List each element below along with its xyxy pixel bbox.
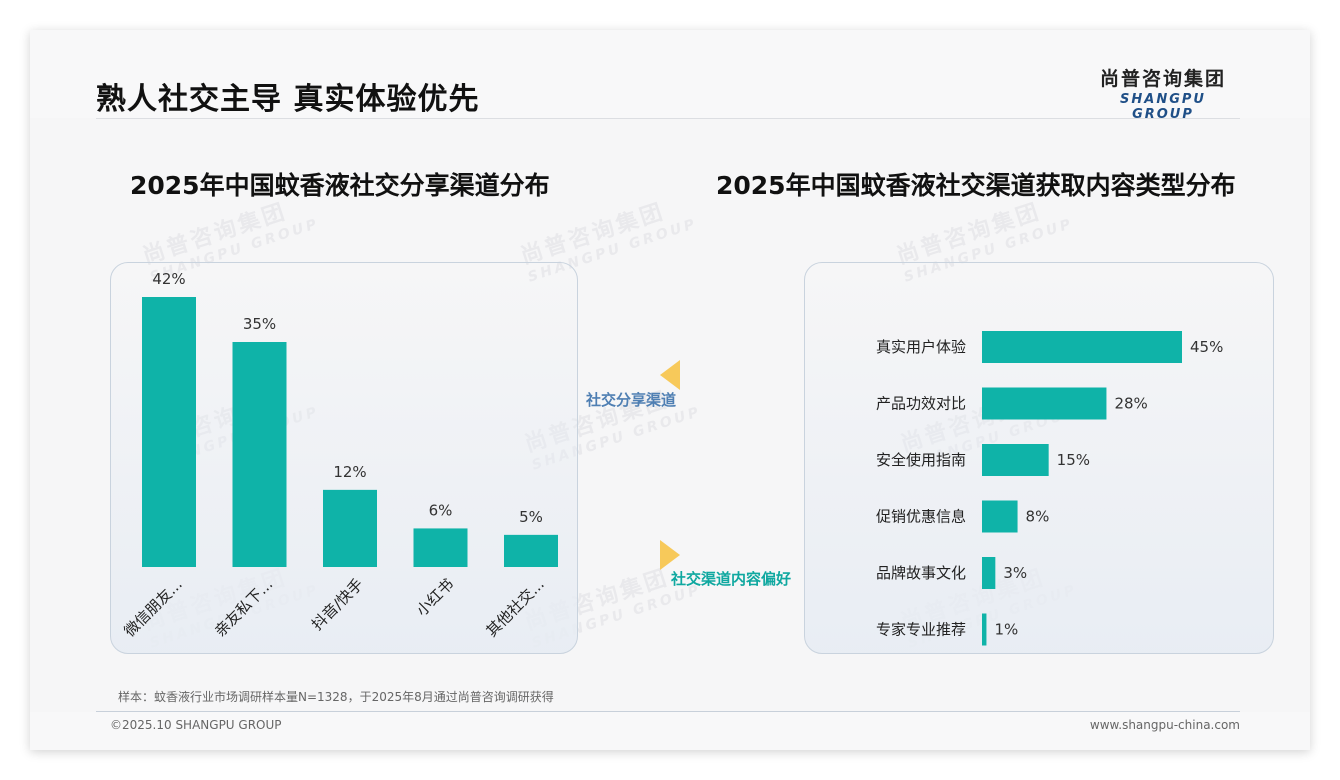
hbar-5 <box>982 613 987 646</box>
slide: 熟人社交主导 真实体验优先 尚普咨询集团 SHANGPU GROUP 尚普咨询集… <box>30 30 1310 750</box>
left-pointer-arrow-icon <box>660 360 680 390</box>
footer-divider <box>96 711 1240 712</box>
logo-english-name: SHANGPU GROUP <box>1120 92 1206 122</box>
website-text: www.shangpu-china.com <box>1089 718 1240 732</box>
channel-share-bar-chart: 42% 微信朋友... 35% 亲友私下... 12% 抖音/快手 6% 小红书 5% 其他社交.… <box>121 270 558 640</box>
hbar-category-label-0: 真实用户体验 <box>876 338 966 356</box>
hbar-value-label-5: 1% <box>994 621 1018 639</box>
bar-value-label-0: 42% <box>152 270 185 288</box>
copyright-text: ©2025.10 SHANGPU GROUP <box>110 718 282 732</box>
hbar-value-label-1: 28% <box>1114 395 1147 413</box>
hbar-3 <box>982 500 1018 533</box>
hbar-value-label-0: 45% <box>1190 338 1223 356</box>
bar-3 <box>413 528 468 567</box>
category-label-1: 亲友私下... <box>211 575 276 640</box>
hbar-value-label-3: 8% <box>1026 508 1050 526</box>
company-logo: 尚普咨询集团 SHANGPU GROUP <box>1088 64 1238 122</box>
page-title: 熟人社交主导 真实体验优先 <box>96 82 480 117</box>
category-label-2: 抖音/快手 <box>308 575 367 634</box>
hbar-4 <box>982 557 996 589</box>
footer-band <box>30 712 1310 750</box>
category-label-4: 其他社交... <box>483 575 548 640</box>
bar-value-label-2: 12% <box>333 463 366 481</box>
hbar-category-label-5: 专家专业推荐 <box>876 621 966 639</box>
hbar-value-label-4: 3% <box>1003 564 1027 582</box>
bar-2 <box>323 489 377 567</box>
category-label-3: 小红书 <box>413 575 458 620</box>
hbar-value-label-2: 15% <box>1057 451 1090 469</box>
bar-4 <box>504 534 558 567</box>
hbar-category-label-2: 安全使用指南 <box>876 451 966 469</box>
hbar-0 <box>982 331 1182 363</box>
sample-note: 样本：蚊香液行业市场调研样本量N=1328，于2025年8月通过尚普咨询调研获得 <box>118 690 554 704</box>
hbar-category-label-3: 促销优惠信息 <box>876 508 966 526</box>
header-divider <box>96 118 1240 119</box>
left-connector-label: 社交分享渠道 <box>586 391 677 409</box>
bar-1 <box>232 342 287 567</box>
bar-0 <box>142 297 196 567</box>
bar-value-label-4: 5% <box>519 508 543 526</box>
right-connector-label: 社交渠道内容偏好 <box>671 570 792 588</box>
logo-chinese-name: 尚普咨询集团 <box>1099 68 1226 90</box>
hbar-1 <box>982 387 1107 420</box>
content-type-bar-chart: 真实用户体验 45% 产品功效对比 28% 安全使用指南 15% 促销优惠信息 8% 品牌故事文… <box>876 331 1223 646</box>
left-chart-title: 2025年中国蚊香液社交分享渠道分布 <box>130 171 550 200</box>
hbar-2 <box>982 444 1049 476</box>
category-label-0: 微信朋友... <box>121 575 186 640</box>
header-band <box>30 30 1310 118</box>
hbar-category-label-4: 品牌故事文化 <box>876 564 966 582</box>
bar-value-label-1: 35% <box>243 315 276 333</box>
right-chart-title: 2025年中国蚊香液社交渠道获取内容类型分布 <box>716 171 1236 200</box>
bar-value-label-3: 6% <box>429 501 453 519</box>
hbar-category-label-1: 产品功效对比 <box>876 395 966 413</box>
right-pointer-arrow-icon <box>660 540 680 570</box>
